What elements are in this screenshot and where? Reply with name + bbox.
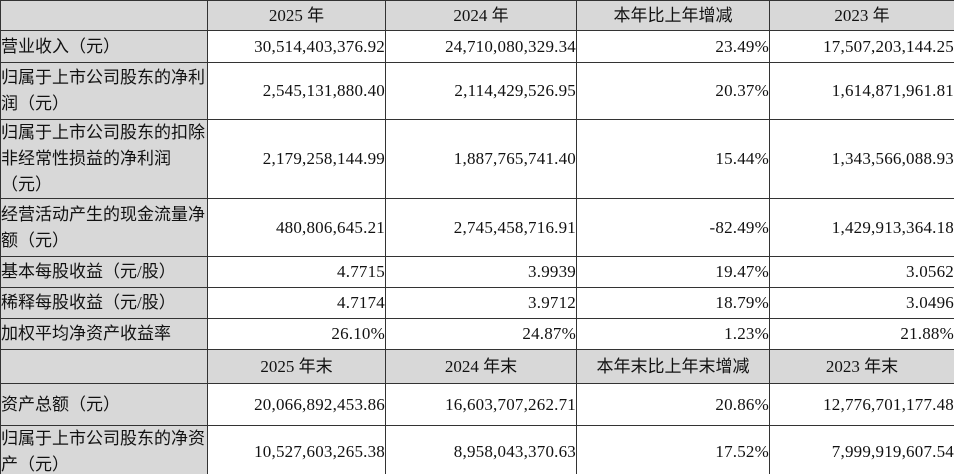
annual-header-corner-cell	[0, 0, 208, 31]
table-row-net-assets: 归属于上市公司股东的净资产（元） 10,527,603,265.38 8,958…	[0, 425, 954, 474]
annual-header-row: 2025 年 2024 年 本年比上年增减 2023 年	[0, 0, 954, 31]
value-change: 17.52%	[576, 425, 770, 474]
value-2025: 26.10%	[207, 318, 386, 350]
annual-header-2023: 2023 年	[769, 0, 954, 31]
row-label: 营业收入（元）	[0, 30, 208, 63]
value-change: 19.47%	[576, 256, 770, 288]
annual-header-2025: 2025 年	[207, 0, 386, 31]
value-change: -82.49%	[576, 198, 770, 257]
value-2025: 2,179,258,144.99	[207, 119, 386, 199]
row-label: 基本每股收益（元/股）	[0, 256, 208, 288]
value-2024: 24,710,080,329.34	[385, 30, 577, 63]
value-2025: 20,066,892,453.86	[207, 383, 386, 426]
value-2024: 3.9712	[385, 287, 577, 319]
row-label: 归属于上市公司股东的净利润（元）	[0, 62, 208, 120]
value-change: 20.86%	[576, 383, 770, 426]
value-2025: 10,527,603,265.38	[207, 425, 386, 474]
table-row-total-assets: 资产总额（元） 20,066,892,453.86 16,603,707,262…	[0, 383, 954, 426]
value-2023: 3.0562	[769, 256, 954, 288]
row-label: 加权平均净资产收益率	[0, 318, 208, 350]
table-row-diluted-eps: 稀释每股收益（元/股） 4.7174 3.9712 18.79% 3.0496	[0, 287, 954, 319]
value-2024: 24.87%	[385, 318, 577, 350]
value-2023: 1,429,913,364.18	[769, 198, 954, 257]
row-label: 资产总额（元）	[0, 383, 208, 426]
value-2024: 2,745,458,716.91	[385, 198, 577, 257]
eoy-header-row: 2025 年末 2024 年末 本年末比上年末增减 2023 年末	[0, 349, 954, 384]
value-2025: 4.7174	[207, 287, 386, 319]
value-2023: 3.0496	[769, 287, 954, 319]
table-row-operating-cash-flow: 经营活动产生的现金流量净额（元） 480,806,645.21 2,745,45…	[0, 198, 954, 257]
value-change: 18.79%	[576, 287, 770, 319]
eoy-header-2025: 2025 年末	[207, 349, 386, 384]
row-label: 归属于上市公司股东的净资产（元）	[0, 425, 208, 474]
value-change: 23.49%	[576, 30, 770, 63]
value-2024: 3.9939	[385, 256, 577, 288]
value-2025: 2,545,131,880.40	[207, 62, 386, 120]
value-2024: 2,114,429,526.95	[385, 62, 577, 120]
annual-header-change: 本年比上年增减	[576, 0, 770, 31]
value-2024: 16,603,707,262.71	[385, 383, 577, 426]
table-row-net-profit: 归属于上市公司股东的净利润（元） 2,545,131,880.40 2,114,…	[0, 62, 954, 120]
eoy-header-corner-cell	[0, 349, 208, 384]
table-row-weighted-roe: 加权平均净资产收益率 26.10% 24.87% 1.23% 21.88%	[0, 318, 954, 350]
value-2023: 17,507,203,144.25	[769, 30, 954, 63]
value-2025: 30,514,403,376.92	[207, 30, 386, 63]
value-2024: 1,887,765,741.40	[385, 119, 577, 199]
row-label: 经营活动产生的现金流量净额（元）	[0, 198, 208, 257]
value-2025: 480,806,645.21	[207, 198, 386, 257]
table-row-basic-eps: 基本每股收益（元/股） 4.7715 3.9939 19.47% 3.0562	[0, 256, 954, 288]
value-2023: 1,614,871,961.81	[769, 62, 954, 120]
value-2023: 21.88%	[769, 318, 954, 350]
value-change: 15.44%	[576, 119, 770, 199]
annual-header-2024: 2024 年	[385, 0, 577, 31]
value-2023: 12,776,701,177.48	[769, 383, 954, 426]
table-row-net-profit-excl-nonrecurring: 归属于上市公司股东的扣除非经常性损益的净利润（元） 2,179,258,144.…	[0, 119, 954, 199]
value-change: 20.37%	[576, 62, 770, 120]
row-label: 稀释每股收益（元/股）	[0, 287, 208, 319]
eoy-header-change: 本年末比上年末增减	[576, 349, 770, 384]
value-2023: 1,343,566,088.93	[769, 119, 954, 199]
value-2025: 4.7715	[207, 256, 386, 288]
table-row-revenue: 营业收入（元） 30,514,403,376.92 24,710,080,329…	[0, 30, 954, 63]
value-change: 1.23%	[576, 318, 770, 350]
value-2023: 7,999,919,607.54	[769, 425, 954, 474]
value-2024: 8,958,043,370.63	[385, 425, 577, 474]
eoy-header-2024: 2024 年末	[385, 349, 577, 384]
row-label: 归属于上市公司股东的扣除非经常性损益的净利润（元）	[0, 119, 208, 199]
eoy-header-2023: 2023 年末	[769, 349, 954, 384]
